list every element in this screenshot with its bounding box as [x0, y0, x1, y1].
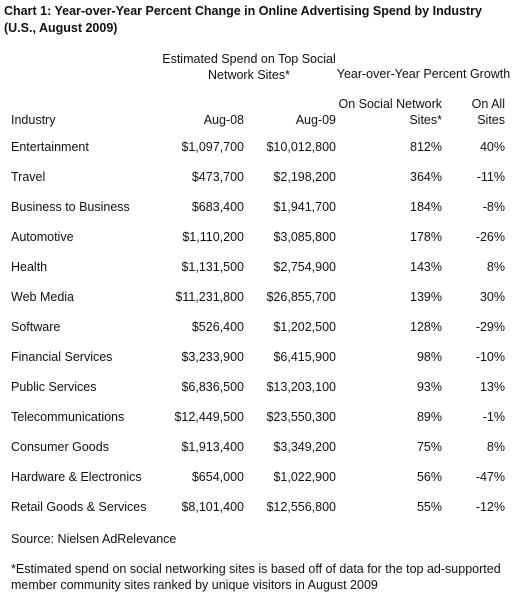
aug08-cell: $11,231,800 [175, 290, 244, 304]
aug08-cell: $683,400 [191, 200, 244, 214]
aug09-cell: $13,203,100 [266, 380, 336, 394]
aug08-cell: $473,700 [191, 170, 244, 184]
table-row: Travel $473,700 $2,198,200 364% -11% [0, 168, 516, 186]
aug09-cell: $1,941,700 [273, 200, 336, 214]
aug08-cell: $1,097,700 [181, 140, 244, 154]
aug09-cell: $2,198,200 [273, 170, 336, 184]
aug08-cell: $3,233,900 [181, 350, 244, 364]
social-growth-cell: 184% [410, 200, 442, 214]
social-growth-cell: 55% [416, 500, 442, 514]
industry-cell: Business to Business [11, 200, 130, 214]
all-sites-growth-cell: -10% [475, 350, 505, 364]
industry-cell: Health [11, 260, 48, 274]
social-growth-cell: 364% [410, 170, 442, 184]
all-sites-growth-cell: -11% [476, 170, 505, 184]
aug09-cell: $23,550,300 [266, 410, 336, 424]
all-sites-growth-cell: 13% [479, 380, 505, 394]
table-row: Business to Business $683,400 $1,941,700 18… [0, 198, 516, 216]
table-row: Software $526,400 $1,202,500 128% -29% [0, 318, 516, 336]
aug08-cell: $654,000 [191, 470, 244, 484]
all-sites-growth-cell: -47% [475, 470, 505, 484]
chart-title: Chart 1: Year-over-Year Percent Change i… [4, 4, 482, 35]
social-growth-cell: 178% [410, 230, 442, 244]
social-growth-cell: 139% [410, 290, 442, 304]
aug09-cell: $26,855,700 [266, 290, 336, 304]
table-row: Health $1,131,500 $2,754,900 143% 8% [0, 258, 516, 276]
aug09-cell: $2,754,900 [273, 260, 336, 274]
aug08-cell: $526,400 [191, 320, 244, 334]
industry-cell: Consumer Goods [11, 440, 109, 454]
aug09-cell: $12,556,800 [266, 500, 336, 514]
all-sites-growth-cell: -29% [475, 320, 505, 334]
table-row: Consumer Goods $1,913,400 $3,349,200 75% 8% [0, 438, 516, 456]
table-row: Web Media $11,231,800 $26,855,700 139% 30% [0, 288, 516, 306]
all-sites-growth-cell: 8% [486, 440, 505, 454]
all-sites-growth-cell: -1% [482, 410, 505, 424]
industry-cell: Automotive [11, 230, 74, 244]
industry-cell: Hardware & Electronics [11, 470, 142, 484]
aug09-cell: $10,012,800 [266, 140, 336, 154]
all-sites-growth-cell: 40% [479, 140, 505, 154]
table-row: Public Services $6,836,500 $13,203,100 93% 1… [0, 378, 516, 396]
all-sites-growth-cell: -12% [475, 500, 505, 514]
aug09-cell: $3,085,800 [273, 230, 336, 244]
industry-cell: Web Media [11, 290, 74, 304]
table-row: Hardware & Electronics $654,000 $1,022,900… [0, 468, 516, 486]
column-header-aug08: Aug-08 [203, 113, 244, 127]
social-growth-cell: 56% [416, 470, 442, 484]
footnote: *Estimated spend on social networking si… [11, 562, 501, 592]
table-row: Retail Goods & Services $8,101,400 $12,556… [0, 498, 516, 516]
industry-cell: Entertainment [11, 140, 89, 154]
all-sites-growth-cell: -8% [482, 200, 505, 214]
group-header-spend: Estimated Spend on Top Social Network Si… [162, 52, 336, 82]
aug09-cell: $1,022,900 [273, 470, 336, 484]
column-header-all-sites: On All Sites [471, 97, 505, 127]
social-growth-cell: 98% [416, 350, 442, 364]
table-row: Entertainment $1,097,700 $10,012,800 812% 40… [0, 138, 516, 156]
industry-cell: Financial Services [11, 350, 113, 364]
group-header-growth: Year-over-Year Percent Growth [336, 67, 511, 81]
table-row: Financial Services $3,233,900 $6,415,900 98… [0, 348, 516, 366]
aug09-cell: $6,415,900 [273, 350, 336, 364]
industry-cell: Travel [11, 170, 46, 184]
all-sites-growth-cell: 8% [486, 260, 505, 274]
aug09-cell: $3,349,200 [273, 440, 336, 454]
social-growth-cell: 128% [410, 320, 442, 334]
column-header-industry: Industry [11, 113, 56, 127]
column-header-social-sites: On Social Network Sites* [338, 97, 442, 127]
table-row: Telecommunications $12,449,500 $23,550,300… [0, 408, 516, 426]
table-row: Automotive $1,110,200 $3,085,800 178% -26% [0, 228, 516, 246]
all-sites-growth-cell: -26% [475, 230, 505, 244]
industry-cell: Telecommunications [11, 410, 125, 424]
social-growth-cell: 75% [416, 440, 442, 454]
source-note: Source: Nielsen AdRelevance [11, 532, 177, 546]
industry-cell: Public Services [11, 380, 97, 394]
industry-cell: Software [11, 320, 61, 334]
aug08-cell: $1,913,400 [181, 440, 244, 454]
all-sites-growth-cell: 30% [479, 290, 505, 304]
aug08-cell: $12,449,500 [174, 410, 244, 424]
aug09-cell: $1,202,500 [273, 320, 336, 334]
aug08-cell: $1,110,200 [182, 230, 244, 244]
aug08-cell: $1,131,500 [181, 260, 244, 274]
industry-cell: Retail Goods & Services [11, 500, 147, 514]
social-growth-cell: 143% [410, 260, 442, 274]
social-growth-cell: 812% [410, 140, 442, 154]
social-growth-cell: 89% [416, 410, 442, 424]
aug08-cell: $8,101,400 [181, 500, 244, 514]
aug08-cell: $6,836,500 [181, 380, 244, 394]
social-growth-cell: 93% [416, 380, 442, 394]
column-header-aug09: Aug-09 [295, 113, 336, 127]
